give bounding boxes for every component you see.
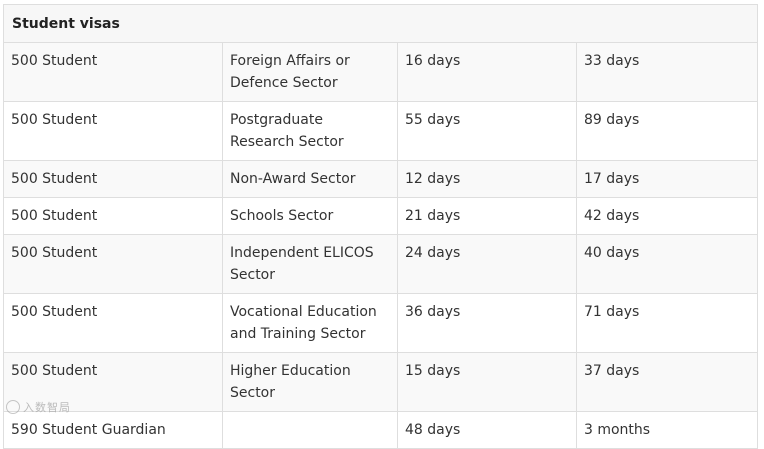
processing-time-75-cell: 55 days	[397, 101, 577, 161]
table-row: 500 Student Foreign Affairs or Defence S…	[3, 42, 759, 102]
stream-cell: Vocational Education and Training Sector	[222, 293, 398, 353]
visa-subclass-cell: 500 Student	[3, 101, 223, 161]
table-row: 500 Student Non-Award Sector 12 days 17 …	[3, 160, 759, 198]
table-row: 500 Student Postgraduate Research Sector…	[3, 101, 759, 161]
section-header-row: Student visas	[2, 4, 759, 43]
table-row: 500 Student Independent ELICOS Sector 24…	[3, 234, 759, 294]
table-row: 590 Student Guardian 48 days 3 months	[3, 411, 759, 449]
processing-time-90-cell: 17 days	[575, 160, 759, 198]
stream-cell: Foreign Affairs or Defence Sector	[222, 42, 398, 102]
processing-time-90-cell: 40 days	[575, 234, 759, 294]
visa-subclass-cell: 500 Student	[3, 42, 223, 102]
visa-subclass-cell: 500 Student	[3, 160, 223, 198]
processing-time-90-cell: 3 months	[575, 411, 759, 449]
stream-cell: Postgraduate Research Sector	[222, 101, 398, 161]
processing-time-90-cell: 71 days	[575, 293, 759, 353]
processing-time-90-cell: 42 days	[575, 197, 759, 235]
processing-time-75-cell: 12 days	[397, 160, 577, 198]
processing-time-75-cell: 16 days	[397, 42, 577, 102]
stream-cell: Independent ELICOS Sector	[222, 234, 398, 294]
table-row: 500 Student Vocational Education and Tra…	[3, 293, 759, 353]
processing-time-90-cell: 37 days	[575, 352, 759, 412]
table-row: 500 Student Schools Sector 21 days 42 da…	[3, 197, 759, 235]
visa-subclass-cell: 590 Student Guardian	[3, 411, 223, 449]
processing-time-90-cell: 89 days	[575, 101, 759, 161]
stream-cell: Non-Award Sector	[222, 160, 398, 198]
visa-processing-table-container: Student visas 500 Student Foreign Affair…	[2, 4, 759, 449]
stream-cell: Schools Sector	[222, 197, 398, 235]
processing-time-75-cell: 36 days	[397, 293, 577, 353]
visa-subclass-cell: 500 Student	[3, 197, 223, 235]
processing-time-75-cell: 48 days	[397, 411, 577, 449]
visa-processing-table: Student visas 500 Student Foreign Affair…	[2, 4, 759, 449]
processing-time-75-cell: 21 days	[397, 197, 577, 235]
stream-cell	[222, 411, 398, 449]
processing-time-90-cell: 33 days	[575, 42, 759, 102]
processing-time-75-cell: 15 days	[397, 352, 577, 412]
visa-subclass-cell: 500 Student	[3, 234, 223, 294]
visa-subclass-cell: 500 Student	[3, 352, 223, 412]
section-title: Student visas	[2, 4, 759, 43]
table-row: 500 Student Higher Education Sector 15 d…	[3, 352, 759, 412]
processing-time-75-cell: 24 days	[397, 234, 577, 294]
visa-subclass-cell: 500 Student	[3, 293, 223, 353]
stream-cell: Higher Education Sector	[222, 352, 398, 412]
